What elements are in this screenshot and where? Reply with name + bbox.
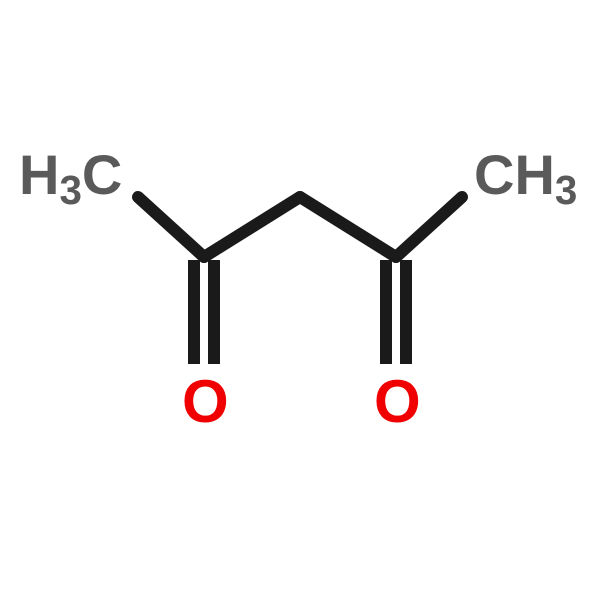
methyl-right-label: CH3 [474, 142, 577, 214]
methyl-left-label: H3C [19, 142, 122, 214]
oxygen-left-label: O [182, 367, 229, 436]
molecule-diagram [0, 0, 600, 600]
oxygen-right-label: O [374, 367, 421, 436]
